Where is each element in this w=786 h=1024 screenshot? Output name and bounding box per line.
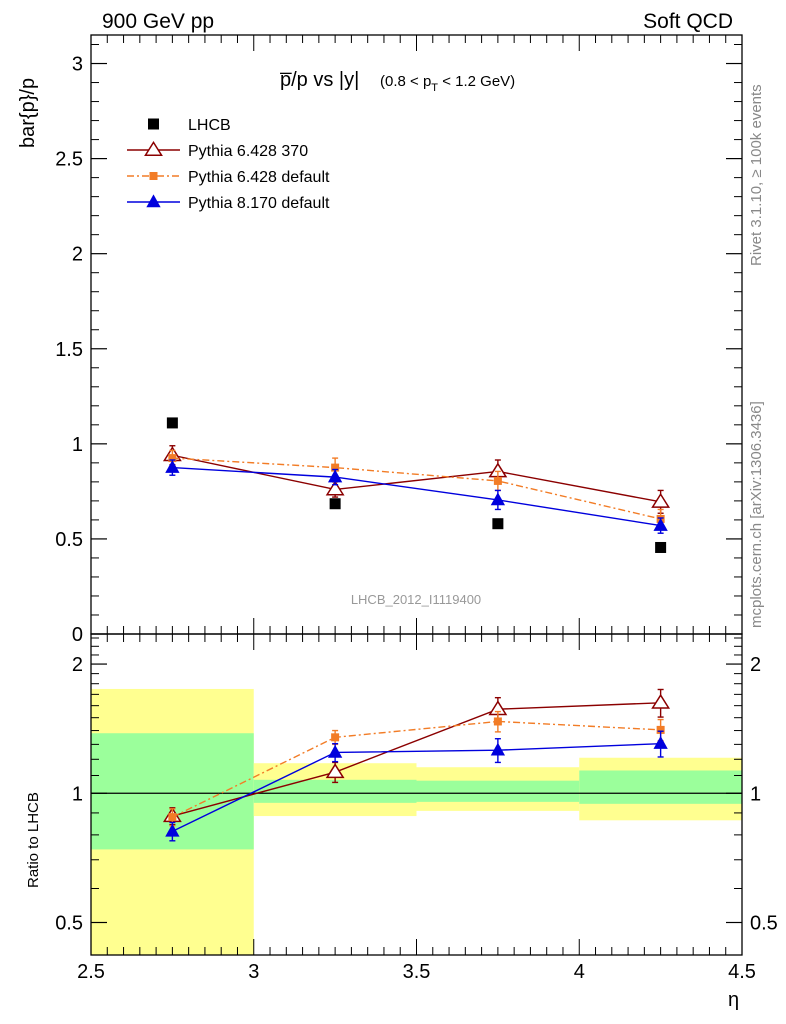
uncertainty-band-green	[416, 780, 580, 802]
main-data-point	[492, 518, 504, 530]
legend-label: LHCB	[188, 117, 231, 134]
ratio-y-tick-label: 0.5	[55, 912, 83, 934]
ratio-series-line	[172, 720, 661, 818]
y-tick-label: 0.5	[55, 529, 83, 551]
ratio-data-point	[325, 763, 345, 779]
legend: LHCB Pythia 6.428 370 Pythia 6.428 default…	[127, 117, 330, 212]
main-data-point	[493, 476, 502, 485]
x-tick-label: 4.5	[728, 961, 756, 983]
y-tick-label: 2.5	[55, 149, 83, 171]
ratio-panel: 2.5 3 3.5 4 4.5 0.5 0.5 1 1 2 2	[55, 633, 778, 983]
y-tick-label: 1	[72, 434, 83, 456]
legend-marker	[144, 140, 163, 157]
main-data-point	[168, 454, 177, 463]
main-title: p̅/p vs |y|	[280, 69, 359, 91]
main-data-point	[490, 492, 506, 506]
y-tick-label: 1.5	[55, 339, 83, 361]
x-tick-label: 2.5	[77, 961, 105, 983]
y-tick-label: 3	[72, 54, 83, 76]
ratio-data-point	[165, 823, 180, 837]
legend-marker	[148, 118, 159, 130]
ratio-y-axis-label: Ratio to LHCB	[25, 792, 42, 888]
header-left: 900 GeV pp	[102, 10, 214, 33]
ratio-series-line	[172, 702, 661, 817]
main-title-sub: (0.8 < pT < 1.2 GeV)	[380, 73, 515, 94]
ratio-data-point	[653, 736, 668, 749]
ratio-y-tick-label: 1	[72, 783, 83, 805]
main-data-point	[651, 492, 671, 508]
main-series-line	[172, 454, 661, 503]
x-tick-label: 4	[574, 961, 585, 983]
main-y-axis-label: bar{p}/p	[17, 78, 39, 148]
analysis-watermark: LHCB_2012_I1119400	[351, 592, 481, 607]
uncertainty-band-green	[579, 770, 742, 804]
ratio-data-point	[490, 742, 506, 756]
ratio-y-tick-label-right: 1	[750, 783, 761, 805]
main-data-point	[325, 480, 345, 496]
legend-marker	[149, 172, 158, 180]
main-series-line	[172, 457, 661, 520]
main-data-point	[329, 498, 341, 510]
uncertainty-band-green	[253, 779, 417, 803]
x-tick-label: 3	[248, 961, 259, 983]
ratio-data-point	[651, 693, 671, 709]
main-data-point	[653, 518, 668, 531]
main-series-line	[172, 466, 661, 527]
legend-marker	[146, 194, 161, 208]
main-data-point	[327, 469, 343, 483]
header-right: Soft QCD	[643, 10, 733, 33]
main-data-point	[655, 541, 667, 553]
ratio-y-tick-label-right: 2	[750, 654, 761, 676]
ratio-y-tick-label: 2	[72, 654, 83, 676]
ratio-data-point	[331, 733, 340, 742]
ratio-data-point	[656, 725, 665, 734]
ratio-data-point	[493, 717, 502, 726]
y-tick-label: 2	[72, 244, 83, 266]
main-data-point	[165, 460, 180, 473]
ratio-data-point	[327, 744, 343, 758]
legend-label: Pythia 6.428 370	[188, 143, 308, 160]
side-label-mcplots: mcplots.cern.ch [arXiv:1306.3436]	[748, 401, 765, 628]
x-tick-label: 3.5	[403, 961, 431, 983]
main-data-point	[331, 463, 340, 472]
ratio-y-tick-label-right: 0.5	[750, 912, 778, 934]
ratio-series-line	[172, 742, 661, 833]
legend-label: Pythia 6.428 default	[188, 169, 330, 186]
legend-label: Pythia 8.170 default	[188, 195, 330, 212]
y-tick-label: 0	[72, 624, 83, 646]
side-label-rivet: Rivet 3.1.10, ≥ 100k events	[748, 84, 765, 266]
main-data-point	[166, 417, 178, 429]
x-axis-label: η	[728, 989, 739, 1011]
ratio-data-point	[168, 813, 177, 822]
